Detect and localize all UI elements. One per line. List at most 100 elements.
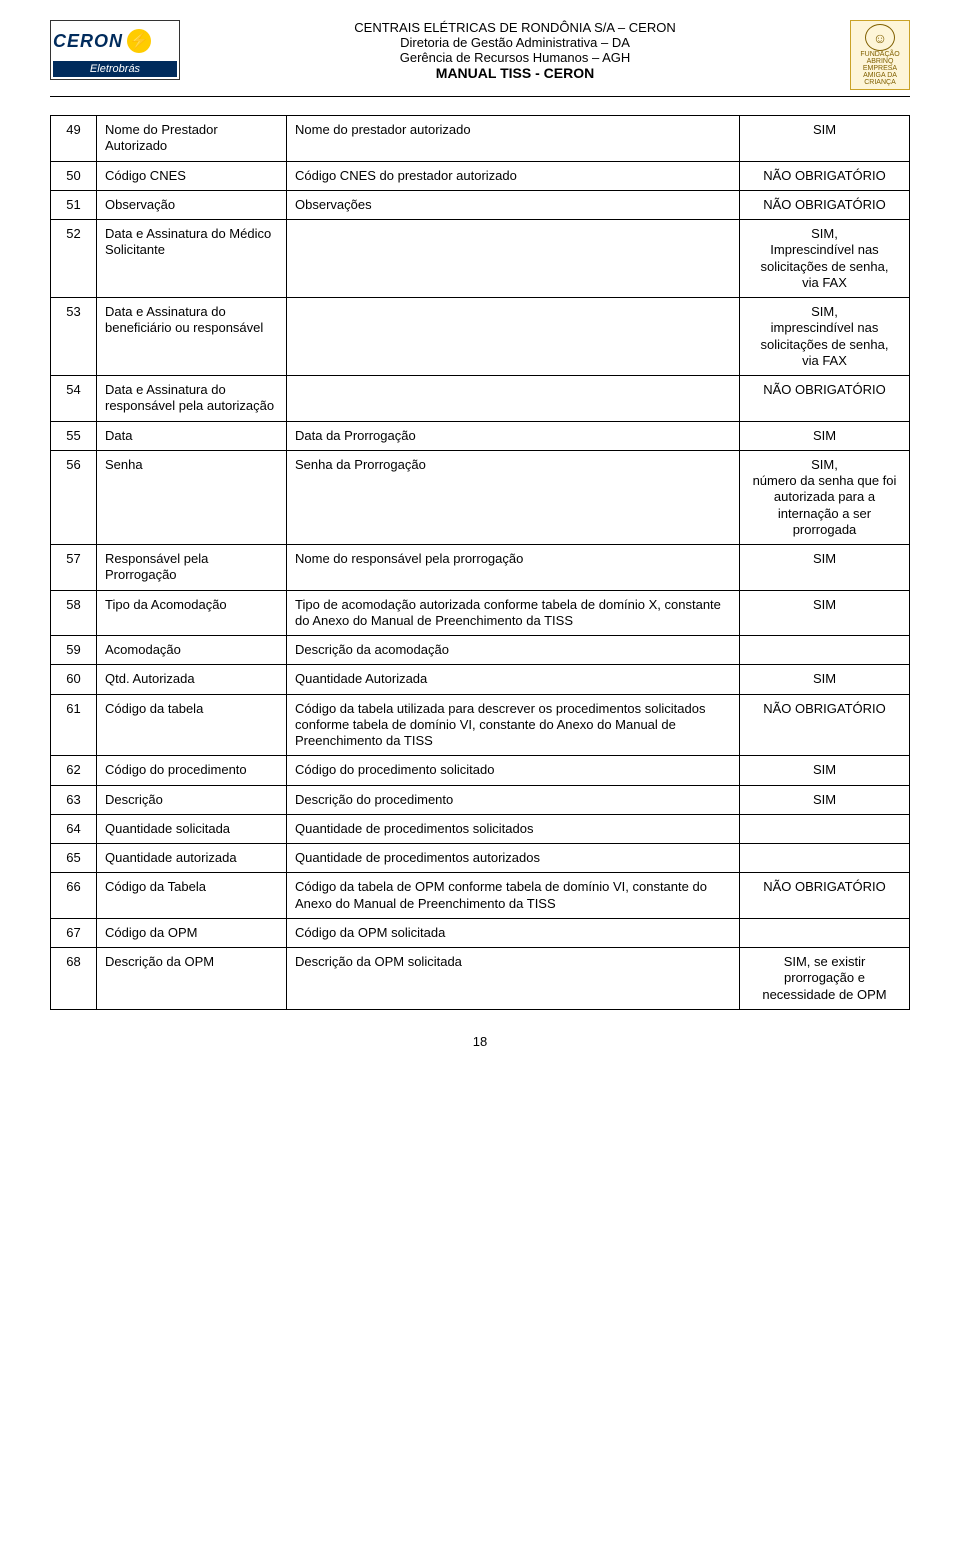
field-description: Senha da Prorrogação (287, 450, 740, 544)
field-required: SIM, Imprescindível nas solicitações de … (740, 220, 910, 298)
field-description: Nome do prestador autorizado (287, 116, 740, 162)
header-line-3: Gerência de Recursos Humanos – AGH (190, 50, 840, 65)
row-number: 56 (51, 450, 97, 544)
logo-left-text: CERON (53, 31, 123, 52)
field-required (740, 844, 910, 873)
field-name: Data e Assinatura do responsável pela au… (97, 376, 287, 422)
row-number: 65 (51, 844, 97, 873)
field-description (287, 298, 740, 376)
field-required: NÃO OBRIGATÓRIO (740, 694, 910, 756)
header-title-block: CENTRAIS ELÉTRICAS DE RONDÔNIA S/A – CER… (180, 20, 850, 81)
field-description: Tipo de acomodação autorizada conforme t… (287, 590, 740, 636)
field-name: Quantidade solicitada (97, 814, 287, 843)
table-row: 66Código da TabelaCódigo da tabela de OP… (51, 873, 910, 919)
field-name: Descrição (97, 785, 287, 814)
field-required: SIM, se existir prorrogação e necessidad… (740, 948, 910, 1010)
row-number: 59 (51, 636, 97, 665)
row-number: 52 (51, 220, 97, 298)
field-description: Quantidade de procedimentos solicitados (287, 814, 740, 843)
field-name: Data e Assinatura do Médico Solicitante (97, 220, 287, 298)
field-description (287, 376, 740, 422)
logo-abrinq: ☺ FUNDAÇÃO ABRINQ EMPRESA AMIGA DA CRIAN… (850, 20, 910, 90)
field-name: Data (97, 421, 287, 450)
field-description: Código da tabela utilizada para descreve… (287, 694, 740, 756)
field-name: Tipo da Acomodação (97, 590, 287, 636)
field-required: SIM (740, 116, 910, 162)
field-description: Código CNES do prestador autorizado (287, 161, 740, 190)
table-row: 64Quantidade solicitadaQuantidade de pro… (51, 814, 910, 843)
row-number: 53 (51, 298, 97, 376)
field-description: Nome do responsável pela prorrogação (287, 545, 740, 591)
page-header: CERON ⚡ Eletrobrás CENTRAIS ELÉTRICAS DE… (50, 20, 910, 90)
row-number: 67 (51, 918, 97, 947)
field-name: Código da OPM (97, 918, 287, 947)
field-description: Descrição do procedimento (287, 785, 740, 814)
page-number: 18 (50, 1034, 910, 1049)
table-row: 61Código da tabelaCódigo da tabela utili… (51, 694, 910, 756)
table-row: 60Qtd. AutorizadaQuantidade AutorizadaSI… (51, 665, 910, 694)
table-row: 55DataData da ProrrogaçãoSIM (51, 421, 910, 450)
field-required: SIM, imprescindível nas solicitações de … (740, 298, 910, 376)
smile-icon: ☺ (865, 24, 895, 51)
tiss-fields-table: 49Nome do Prestador AutorizadoNome do pr… (50, 115, 910, 1010)
row-number: 68 (51, 948, 97, 1010)
table-row: 65Quantidade autorizadaQuantidade de pro… (51, 844, 910, 873)
field-required: SIM (740, 590, 910, 636)
field-required: SIM (740, 756, 910, 785)
row-number: 64 (51, 814, 97, 843)
field-description: Quantidade de procedimentos autorizados (287, 844, 740, 873)
table-row: 56SenhaSenha da ProrrogaçãoSIM, número d… (51, 450, 910, 544)
header-divider (50, 96, 910, 97)
field-name: Código CNES (97, 161, 287, 190)
table-row: 51ObservaçãoObservaçõesNÃO OBRIGATÓRIO (51, 190, 910, 219)
row-number: 66 (51, 873, 97, 919)
field-name: Observação (97, 190, 287, 219)
table-row: 62Código do procedimentoCódigo do proced… (51, 756, 910, 785)
field-required: NÃO OBRIGATÓRIO (740, 161, 910, 190)
row-number: 49 (51, 116, 97, 162)
row-number: 57 (51, 545, 97, 591)
field-description: Quantidade Autorizada (287, 665, 740, 694)
lightning-icon: ⚡ (127, 29, 151, 53)
field-required: NÃO OBRIGATÓRIO (740, 190, 910, 219)
field-description: Data da Prorrogação (287, 421, 740, 450)
field-name: Descrição da OPM (97, 948, 287, 1010)
field-name: Nome do Prestador Autorizado (97, 116, 287, 162)
field-description: Descrição da acomodação (287, 636, 740, 665)
field-required: NÃO OBRIGATÓRIO (740, 873, 910, 919)
row-number: 50 (51, 161, 97, 190)
field-description: Código da tabela de OPM conforme tabela … (287, 873, 740, 919)
field-description: Observações (287, 190, 740, 219)
field-required (740, 918, 910, 947)
table-row: 52Data e Assinatura do Médico Solicitant… (51, 220, 910, 298)
field-name: Responsável pela Prorrogação (97, 545, 287, 591)
table-row: 50Código CNESCódigo CNES do prestador au… (51, 161, 910, 190)
table-row: 67Código da OPMCódigo da OPM solicitada (51, 918, 910, 947)
field-name: Código do procedimento (97, 756, 287, 785)
table-row: 49Nome do Prestador AutorizadoNome do pr… (51, 116, 910, 162)
row-number: 63 (51, 785, 97, 814)
field-name: Senha (97, 450, 287, 544)
field-name: Acomodação (97, 636, 287, 665)
table-row: 63DescriçãoDescrição do procedimentoSIM (51, 785, 910, 814)
field-description: Código do procedimento solicitado (287, 756, 740, 785)
header-line-1: CENTRAIS ELÉTRICAS DE RONDÔNIA S/A – CER… (190, 20, 840, 35)
row-number: 54 (51, 376, 97, 422)
table-row: 58Tipo da AcomodaçãoTipo de acomodação a… (51, 590, 910, 636)
logo-right-top: FUNDAÇÃO ABRINQ (854, 51, 906, 65)
field-name: Código da tabela (97, 694, 287, 756)
field-required (740, 814, 910, 843)
field-name: Qtd. Autorizada (97, 665, 287, 694)
logo-left-subtext: Eletrobrás (53, 61, 177, 77)
row-number: 58 (51, 590, 97, 636)
field-required: SIM (740, 421, 910, 450)
row-number: 51 (51, 190, 97, 219)
table-row: 54Data e Assinatura do responsável pela … (51, 376, 910, 422)
field-description: Código da OPM solicitada (287, 918, 740, 947)
table-row: 57Responsável pela ProrrogaçãoNome do re… (51, 545, 910, 591)
field-required: SIM (740, 785, 910, 814)
row-number: 62 (51, 756, 97, 785)
field-required: NÃO OBRIGATÓRIO (740, 376, 910, 422)
row-number: 61 (51, 694, 97, 756)
field-required: SIM, número da senha que foi autorizada … (740, 450, 910, 544)
